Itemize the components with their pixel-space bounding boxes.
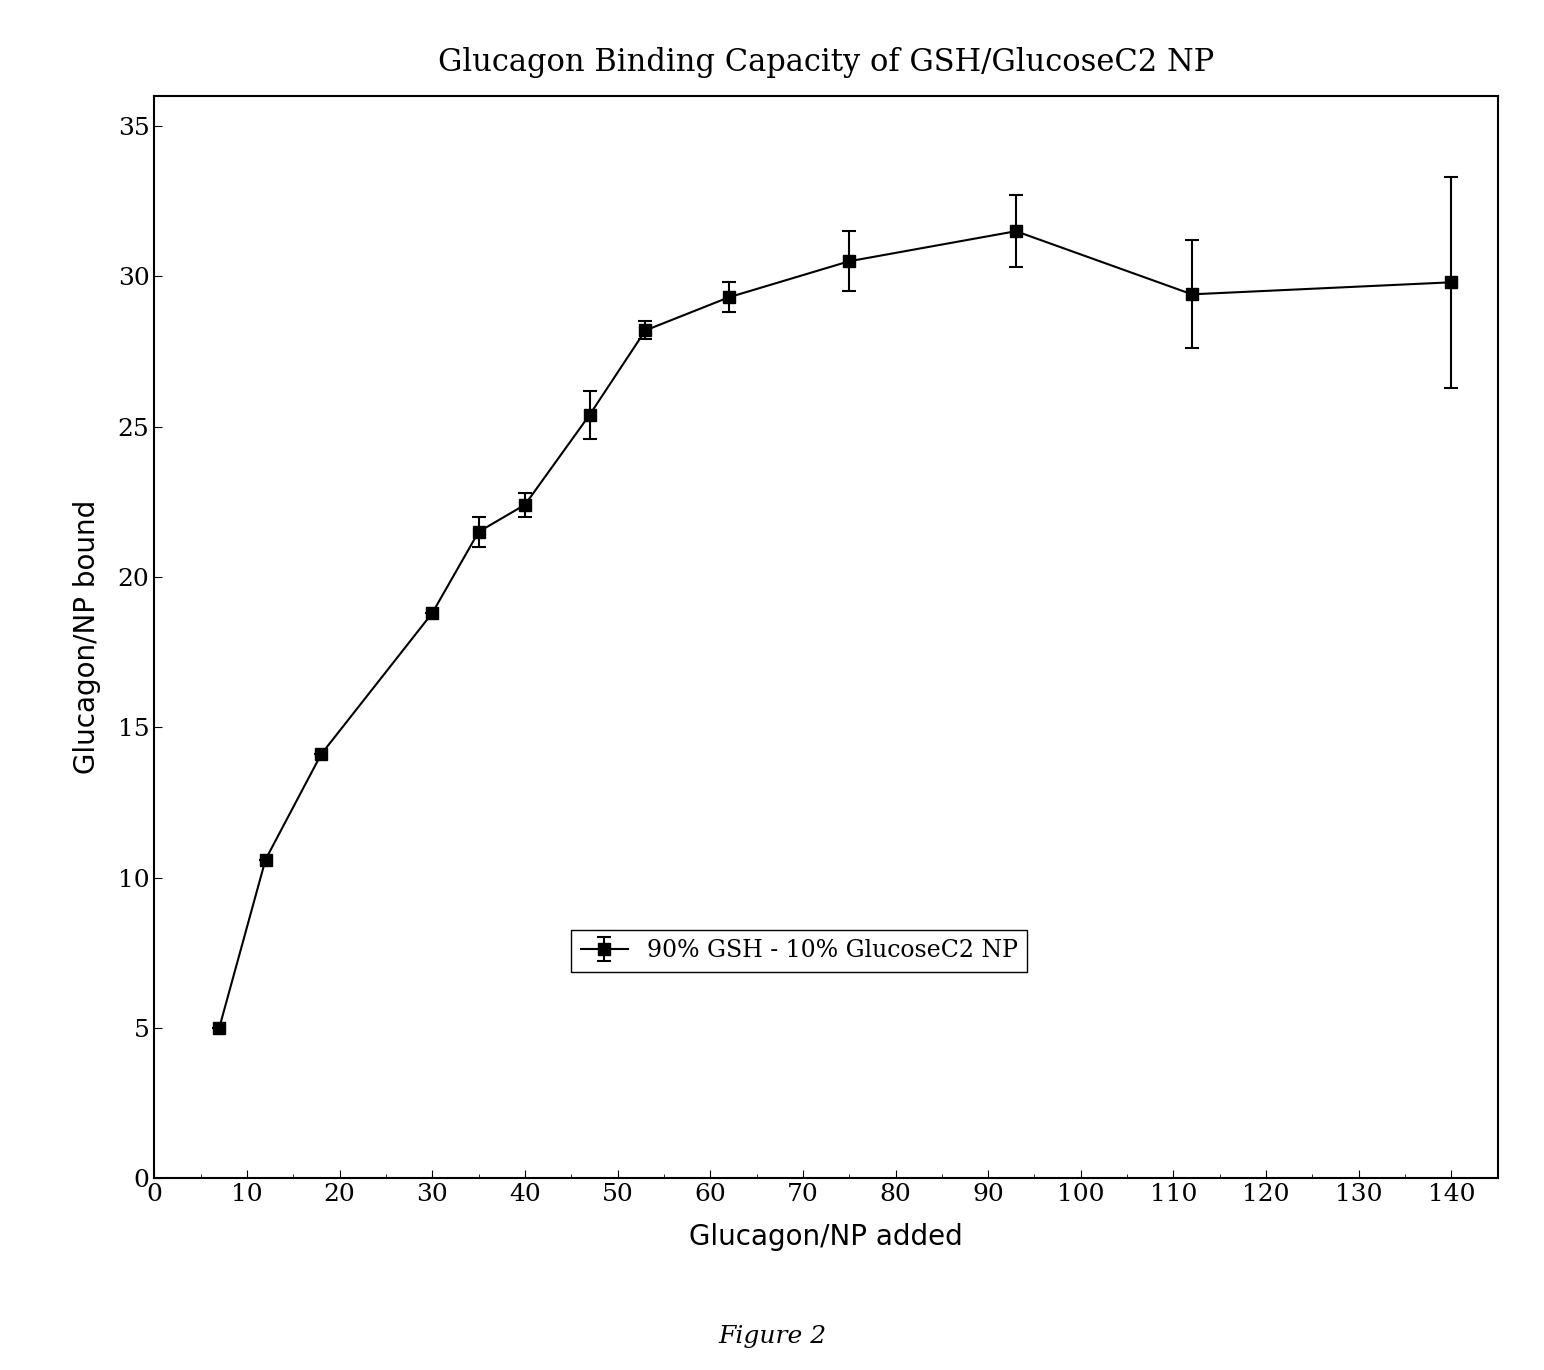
Text: Figure 2: Figure 2 — [718, 1325, 826, 1348]
Title: Glucagon Binding Capacity of GSH/GlucoseC2 NP: Glucagon Binding Capacity of GSH/Glucose… — [438, 47, 1214, 78]
Legend: 90% GSH - 10% GlucoseC2 NP: 90% GSH - 10% GlucoseC2 NP — [571, 930, 1027, 971]
X-axis label: Glucagon/NP added: Glucagon/NP added — [689, 1223, 963, 1251]
Y-axis label: Glucagon/NP bound: Glucagon/NP bound — [73, 500, 100, 774]
